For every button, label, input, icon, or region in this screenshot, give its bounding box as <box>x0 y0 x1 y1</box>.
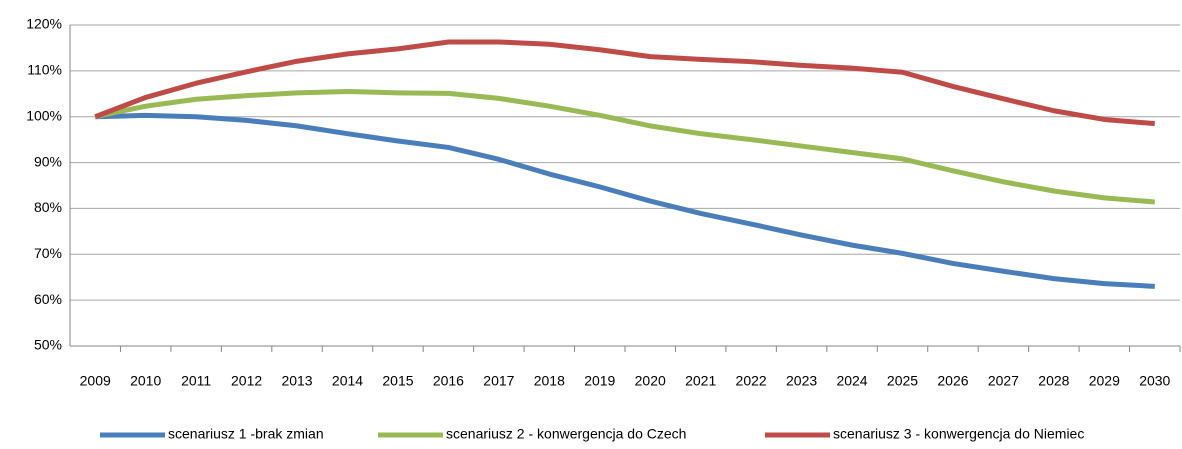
x-tick-label: 2029 <box>1089 373 1120 389</box>
x-tick-label: 2026 <box>937 373 968 389</box>
x-tick-label: 2016 <box>433 373 464 389</box>
x-tick-label: 2009 <box>80 373 111 389</box>
y-tick-label: 90% <box>34 153 62 169</box>
x-tick-label: 2023 <box>786 373 817 389</box>
series-line <box>94 88 1155 205</box>
legend-label: scenariusz 2 - konwergencja do Czech <box>446 426 686 442</box>
x-tick-label: 2014 <box>332 373 363 389</box>
x-tick-label: 2015 <box>382 373 413 389</box>
legend-label: scenariusz 3 - konwergencja do Niemiec <box>833 426 1084 442</box>
y-tick-label: 80% <box>34 199 62 215</box>
x-tick-label: 2028 <box>1038 373 1069 389</box>
x-tick-label: 2018 <box>534 373 565 389</box>
y-tick-label: 100% <box>26 107 62 123</box>
y-tick-label: 60% <box>34 291 62 307</box>
x-tick-label: 2020 <box>635 373 666 389</box>
legend-label: scenariusz 1 -brak zmian <box>168 426 324 442</box>
y-tick-label: 120% <box>26 16 62 32</box>
series-line <box>94 39 1155 127</box>
x-tick-label: 2011 <box>181 373 211 389</box>
x-tick-label: 2024 <box>836 373 867 389</box>
x-tick-label: 2017 <box>483 373 514 389</box>
x-tick-label: 2022 <box>736 373 767 389</box>
x-tick-label: 2010 <box>130 373 161 389</box>
x-tick-label: 2013 <box>281 373 312 389</box>
y-tick-label: 110% <box>27 62 62 78</box>
x-tick-label: 2027 <box>988 373 1019 389</box>
series-line <box>95 112 1155 289</box>
x-tick-label: 2012 <box>231 373 262 389</box>
x-tick-label: 2019 <box>584 373 615 389</box>
x-tick-label: 2025 <box>887 373 918 389</box>
x-tick-label: 2030 <box>1139 373 1170 389</box>
y-tick-label: 70% <box>34 245 62 261</box>
y-tick-label: 50% <box>34 337 62 353</box>
x-tick-label: 2021 <box>685 373 716 389</box>
